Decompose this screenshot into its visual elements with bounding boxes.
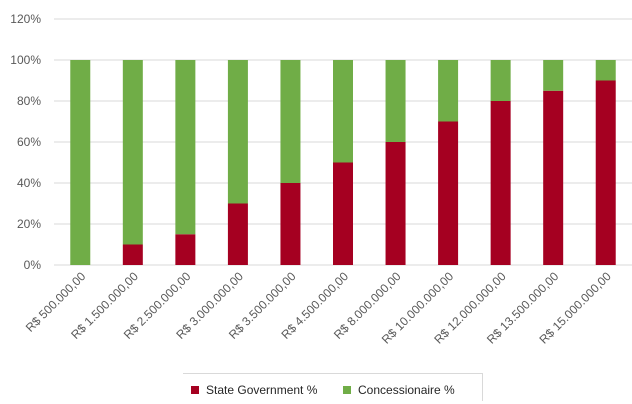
bar-state-government (438, 121, 459, 265)
legend-label-state-government: State Government % (206, 383, 318, 397)
x-axis-tick-labels: R$ 500.000,00R$ 1.500.000,00R$ 2.500.000… (23, 269, 614, 347)
y-tick-label: 60% (17, 135, 41, 149)
bar-concessionaire (490, 60, 511, 101)
y-axis-tick-labels: 0% 20% 40% 60% 80% 100% 120% (10, 12, 41, 272)
bar-state-government (227, 203, 248, 265)
y-tick-label: 0% (24, 258, 42, 272)
bar-state-government (280, 183, 301, 265)
bar-concessionaire (438, 60, 459, 122)
y-tick-label: 40% (17, 176, 41, 190)
y-tick-label: 80% (17, 94, 41, 108)
bar-concessionaire (385, 60, 406, 142)
bar-state-government (385, 142, 406, 265)
legend-swatch-state-government (191, 386, 199, 394)
bar-concessionaire (543, 60, 564, 91)
bar-state-government (333, 162, 353, 265)
bar-concessionaire (227, 60, 248, 204)
y-tick-label: 20% (17, 217, 41, 231)
legend-label-concessionaire: Concessionaire % (358, 383, 455, 397)
legend: State Government % Concessionaire % (183, 373, 483, 401)
bar-state-government (175, 234, 196, 265)
y-tick-label: 120% (10, 12, 41, 26)
legend-swatch-concessionaire (343, 386, 351, 394)
bar-concessionaire (175, 60, 196, 235)
y-tick-label: 100% (10, 53, 41, 67)
bars (70, 60, 616, 265)
legend-item-state-government: State Government % (191, 383, 317, 397)
bar-state-government (543, 90, 564, 265)
bar-concessionaire (280, 60, 301, 183)
bar-concessionaire (70, 60, 91, 265)
bar-concessionaire (333, 60, 353, 163)
bar-state-government (122, 244, 143, 265)
bar-state-government (595, 80, 616, 265)
bar-concessionaire (595, 60, 616, 81)
legend-item-concessionaire: Concessionaire % (343, 383, 455, 397)
bar-concessionaire (122, 60, 143, 245)
stacked-bar-chart: 0% 20% 40% 60% 80% 100% 120% R$ 500.000,00R$ 1… (10, 12, 632, 347)
bar-state-government (490, 101, 511, 265)
